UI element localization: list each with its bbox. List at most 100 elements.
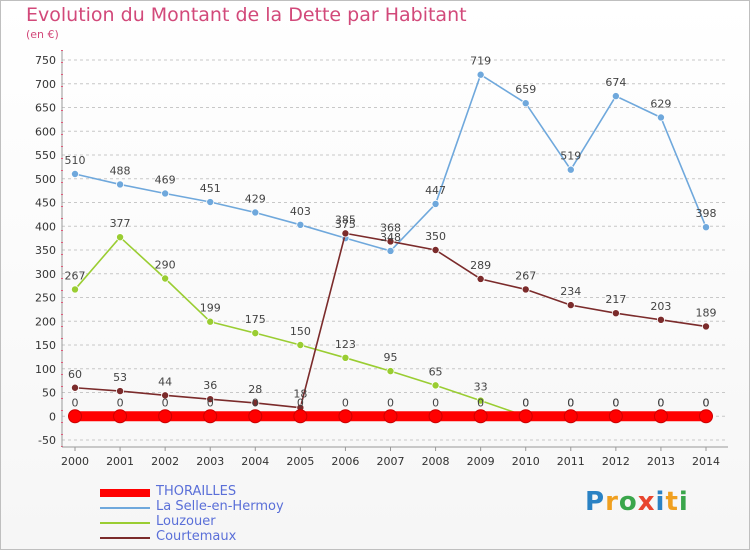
y-tick-label: 500 xyxy=(35,173,56,186)
data-label-la-selle-en-hermoy-2001: 488 xyxy=(110,164,131,177)
point-courtemaux-2006 xyxy=(341,229,350,238)
point-thorailles-2009 xyxy=(473,409,488,424)
point-la-selle-en-hermoy-2007 xyxy=(386,246,395,255)
point-louzouer-2009 xyxy=(476,396,485,405)
x-tick-label: 2000 xyxy=(61,455,89,468)
data-label-courtemaux-2014: 189 xyxy=(696,306,717,319)
data-label-courtemaux-2010: 267 xyxy=(515,269,536,282)
x-tick-label: 2014 xyxy=(692,455,720,468)
x-tick-label: 2002 xyxy=(151,455,179,468)
legend-swatch-courtemaux xyxy=(100,537,150,539)
logo-letter: o xyxy=(618,487,638,517)
point-thorailles-2003 xyxy=(203,409,218,424)
data-label-la-selle-en-hermoy-2006: 375 xyxy=(335,218,356,231)
data-label-courtemaux-2007: 368 xyxy=(380,221,401,234)
data-label-courtemaux-2002: 44 xyxy=(158,375,172,388)
chart-unit-label: (en €) xyxy=(26,28,59,41)
data-label-courtemaux-2004: 28 xyxy=(248,383,262,396)
x-tick-label: 2003 xyxy=(196,455,224,468)
data-label-courtemaux-2008: 350 xyxy=(425,230,446,243)
y-tick-label: 700 xyxy=(35,78,56,91)
x-tick-label: 2012 xyxy=(602,455,630,468)
data-label-louzouer-2003: 199 xyxy=(200,302,221,315)
data-label-courtemaux-2006: 385 xyxy=(335,213,356,226)
chart-title: Evolution du Montant de la Dette par Hab… xyxy=(26,4,467,26)
data-label-louzouer-2005: 150 xyxy=(290,325,311,338)
point-thorailles-2004 xyxy=(248,409,263,424)
data-label-courtemaux-2011: 234 xyxy=(560,285,581,298)
series-layer xyxy=(68,70,713,424)
data-label-courtemaux-2005: 18 xyxy=(293,388,307,401)
data-label-la-selle-en-hermoy-2013: 629 xyxy=(650,97,671,110)
point-la-selle-en-hermoy-2011 xyxy=(566,165,575,174)
legend-label-thorailles: THORAILLES xyxy=(156,484,237,499)
y-tick-label: 300 xyxy=(35,268,56,281)
point-thorailles-2000 xyxy=(68,409,82,424)
data-label-thorailles-2001: 0 xyxy=(117,396,124,409)
data-label-thorailles-2006: 0 xyxy=(342,396,349,409)
x-tick-label: 2010 xyxy=(512,455,540,468)
data-label-la-selle-en-hermoy-2005: 403 xyxy=(290,205,311,218)
point-thorailles-2012 xyxy=(608,409,623,424)
y-tick-label: 350 xyxy=(35,244,56,257)
data-label-layer: 510 488 469 451 429 403 375 348 447 719 659 519 674 6… xyxy=(65,55,717,410)
x-tick-label: 2004 xyxy=(241,455,269,468)
point-louzouer-2000 xyxy=(71,285,80,294)
logo-letter: r xyxy=(605,487,619,517)
data-label-la-selle-en-hermoy-2012: 674 xyxy=(605,76,626,89)
data-label-louzouer-2007: 95 xyxy=(384,351,398,364)
point-courtemaux-2007 xyxy=(386,237,395,246)
x-tick-label: 2007 xyxy=(377,455,405,468)
data-label-louzouer-2012: 0 xyxy=(612,396,619,409)
point-courtemaux-2011 xyxy=(566,301,575,310)
point-thorailles-2005 xyxy=(293,409,308,424)
data-label-louzouer-2000: 267 xyxy=(65,269,86,282)
point-courtemaux-2000 xyxy=(71,383,80,392)
data-label-thorailles-2011: 0 xyxy=(567,396,574,409)
data-label-la-selle-en-hermoy-2004: 429 xyxy=(245,192,266,205)
point-courtemaux-2009 xyxy=(476,274,485,283)
data-label-louzouer-2002: 290 xyxy=(155,259,176,272)
point-courtemaux-2008 xyxy=(431,245,440,254)
logo-letter: i xyxy=(655,487,666,517)
point-thorailles-2001 xyxy=(113,409,128,424)
data-label-la-selle-en-hermoy-2011: 519 xyxy=(560,150,581,163)
data-label-la-selle-en-hermoy-2000: 510 xyxy=(65,154,86,167)
point-courtemaux-2003 xyxy=(206,395,215,404)
data-label-thorailles-2005: 0 xyxy=(297,396,304,409)
point-thorailles-2011 xyxy=(563,409,578,424)
data-label-courtemaux-2001: 53 xyxy=(113,371,127,384)
data-label-louzouer-2010: 0 xyxy=(522,396,529,409)
logo-letter: i xyxy=(678,487,689,517)
y-tick-label: 600 xyxy=(35,125,56,138)
grid-layer xyxy=(62,59,728,441)
point-la-selle-en-hermoy-2012 xyxy=(611,92,620,101)
x-tick-label: 2008 xyxy=(422,455,450,468)
point-louzouer-2004 xyxy=(251,329,260,338)
x-tick-label: 2006 xyxy=(331,455,359,468)
point-thorailles-2008 xyxy=(428,409,443,424)
data-label-la-selle-en-hermoy-2014: 398 xyxy=(696,207,717,220)
data-label-la-selle-en-hermoy-2002: 469 xyxy=(155,173,176,186)
data-label-louzouer-2006: 123 xyxy=(335,338,356,351)
data-label-thorailles-2010: 0 xyxy=(522,396,529,409)
legend-swatch-louzouer xyxy=(100,522,150,524)
y-tick-label: 150 xyxy=(35,339,56,352)
point-la-selle-en-hermoy-2010 xyxy=(521,99,530,108)
point-courtemaux-2012 xyxy=(611,309,620,318)
data-label-thorailles-2003: 0 xyxy=(207,396,214,409)
legend-label-courtemaux: Courtemaux xyxy=(156,529,237,544)
point-courtemaux-2010 xyxy=(521,285,530,294)
point-courtemaux-2002 xyxy=(161,391,170,400)
point-courtemaux-2013 xyxy=(656,315,665,324)
logo-letter: x xyxy=(637,487,656,517)
y-tick-label: 550 xyxy=(35,149,56,162)
data-label-louzouer-2001: 377 xyxy=(110,217,131,230)
x-tick-label: 2009 xyxy=(467,455,495,468)
y-tick-label: 100 xyxy=(35,363,56,376)
data-label-courtemaux-2013: 203 xyxy=(650,300,671,313)
point-la-selle-en-hermoy-2013 xyxy=(656,113,665,122)
x-tick-label: 2001 xyxy=(106,455,134,468)
